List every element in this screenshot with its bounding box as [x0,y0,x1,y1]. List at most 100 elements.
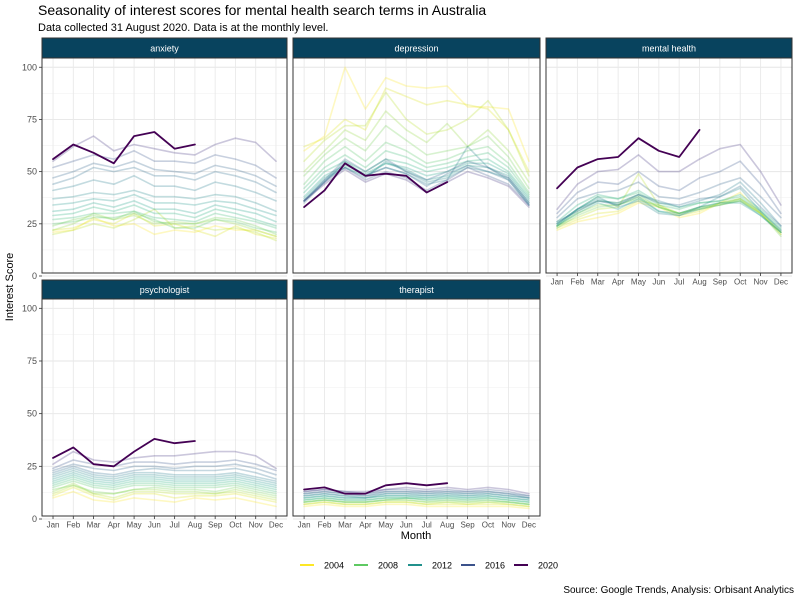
series-line-2018 [52,459,277,472]
series-line-2007 [556,195,782,236]
x-tick-label: Apr [108,521,121,530]
series-line-2019 [52,135,277,162]
series-line-2008 [303,499,530,506]
series-line-2019 [303,486,530,495]
x-tick-label: Nov [753,278,767,287]
series-line-2014 [52,469,277,485]
series-line-2009 [52,212,277,233]
series-line-2015 [52,467,277,482]
series-line-2017 [52,160,277,187]
series-line-2013 [303,494,530,501]
panel-background [293,299,540,516]
y-axis-title: Interest Score [4,253,16,321]
x-tick-label: Apr [359,521,372,530]
x-tick-label: Jul [170,521,180,530]
series-line-2008 [52,484,277,497]
series-line-2007 [52,212,277,238]
x-tick-label: May [127,521,142,530]
series-line-2014 [303,492,530,499]
facet-strip-label: therapist [399,285,434,295]
y-tick-label: 50 [27,409,37,419]
x-tick-label: Aug [440,521,454,530]
series-line-2018 [303,488,530,497]
series-line-2019 [303,168,530,208]
series-line-2007 [303,110,530,183]
panel-background [546,58,792,273]
legend-label-2016: 2016 [485,561,505,571]
series-line-2004 [52,216,277,238]
panel-psychologist: psychologist 0 25 50 75 100 Jan Feb Mar Apr May Jun… [22,279,288,530]
series-line-2005 [303,87,530,173]
legend: 2004 2008 2012 2016 2020 [300,561,558,571]
series-line-2006 [303,91,530,177]
facet-strip [41,279,288,300]
facet-strip-label: mental health [642,44,696,54]
series-line-2009 [303,141,530,194]
legend-label-2008: 2008 [378,561,398,571]
x-tick-label: Jul [674,278,684,287]
series-line-2011 [303,497,530,503]
x-tick-label: May [378,521,393,530]
series-line-2008 [303,124,530,190]
x-tick-label: Oct [482,521,495,530]
series-line-2012 [556,198,782,233]
series-line-2006 [303,501,530,508]
legend-label-2004: 2004 [324,561,344,571]
series-line-2004 [303,503,530,510]
series-line-2005 [52,212,277,240]
series-line-2010 [52,210,277,229]
series-line-2011 [52,476,277,491]
series-line-2004 [556,191,782,236]
series-line-2005 [556,198,782,233]
series-line-2011 [52,204,277,227]
series-line-2009 [303,497,530,506]
series-line-2015 [556,181,782,227]
chart-subtitle: Data collected 31 August 2020. Data is a… [38,22,329,34]
series-line-2010 [556,191,782,231]
series-line-2013 [556,195,782,233]
series-line-2012 [52,200,277,223]
x-tick-label: Feb [318,521,332,530]
series-line-2018 [556,160,782,215]
series-line-2005 [303,501,530,508]
series-line-2020 [52,131,196,165]
x-axis-title: Month [401,530,432,542]
legend-label-2012: 2012 [432,561,452,571]
series-line-2010 [303,497,530,503]
x-tick-label: Aug [692,278,706,287]
x-tick-label: Aug [188,521,202,530]
series-line-2019 [52,450,277,470]
facet-strip [545,37,793,59]
facet-strip [292,279,541,300]
series-line-2020 [556,128,701,190]
x-tick-label: Jan [47,521,60,530]
x-tick-label: Nov [501,521,515,530]
legend-label-2020: 2020 [538,561,558,571]
facet-strip-label: depression [394,44,438,54]
x-tick-label: May [631,278,646,287]
chart-caption: Source: Google Trends, Analysis: Orbisan… [563,585,794,596]
y-tick-label: 50 [27,167,37,177]
series-line-2019 [556,143,782,210]
series-line-2014 [52,189,277,213]
y-tick-label: 0 [32,514,37,524]
series-line-2009 [556,193,782,233]
series-line-2016 [52,166,277,194]
x-tick-label: Oct [229,521,242,530]
series-line-2004 [303,66,530,162]
series-line-2015 [52,175,277,202]
x-tick-label: Mar [87,521,101,530]
series-line-2012 [303,494,530,501]
series-line-2010 [303,150,530,196]
facet-strip-label: anxiety [150,44,179,54]
series-line-2006 [52,484,277,501]
x-tick-label: Nov [249,521,263,530]
x-tick-label: Jun [400,521,413,530]
x-tick-label: Jun [652,278,665,287]
x-tick-label: Dec [522,521,536,530]
panel-background [293,58,540,273]
y-tick-label: 25 [27,461,37,471]
series-line-2016 [52,465,277,480]
series-line-2020 [303,162,449,209]
